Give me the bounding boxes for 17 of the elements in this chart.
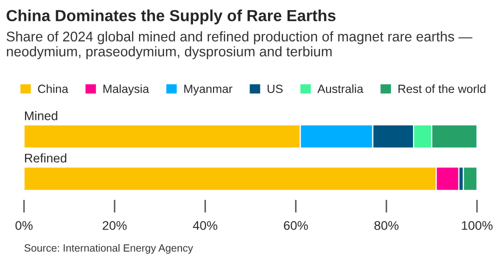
legend-label: US	[268, 84, 283, 94]
legend-label: China	[38, 84, 68, 94]
x-tick-label: 20%	[102, 221, 127, 230]
y-tick-label: Mined	[25, 111, 58, 120]
x-tick-label: 60%	[284, 221, 308, 230]
x-tick-label: 100%	[462, 221, 493, 230]
legend-label: Myanmar	[184, 84, 232, 96]
source-note: Source: International Energy Agency	[24, 244, 194, 254]
x-tick-label: 40%	[192, 221, 218, 230]
chart-subtitle: Share of 2024 global mined and refined production of magnet rare earths — neodymium, praseodymium, dysprosium and terbium	[6, 31, 472, 60]
chart-title: China Dominates the Supply of Rare Earths	[6, 10, 336, 24]
legend-label: Australia	[317, 84, 364, 94]
legend-label: Malaysia	[103, 84, 150, 96]
x-tick-label: 0%	[15, 221, 33, 230]
x-tick-label: 80%	[374, 221, 398, 230]
legend-label: Rest of the world	[398, 84, 486, 94]
y-tick-label: Refined	[25, 153, 66, 163]
